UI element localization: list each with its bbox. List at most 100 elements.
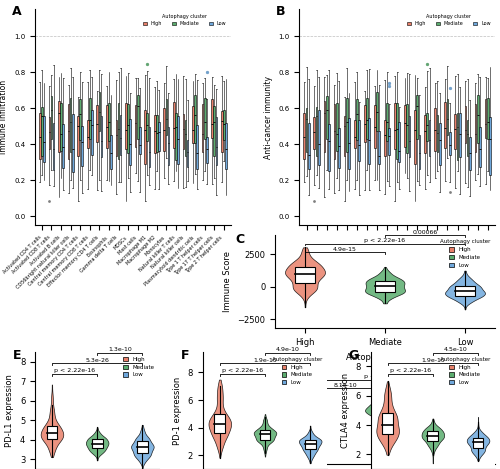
PathPatch shape — [398, 122, 400, 162]
PathPatch shape — [192, 106, 194, 144]
Text: p < 2.22e-16: p < 2.22e-16 — [390, 369, 431, 373]
Point — [385, 82, 393, 90]
PathPatch shape — [484, 99, 486, 138]
PathPatch shape — [118, 103, 120, 159]
Legend: High, Mediate, Low: High, Mediate, Low — [438, 237, 492, 270]
PathPatch shape — [164, 108, 165, 151]
PathPatch shape — [82, 127, 83, 166]
PathPatch shape — [223, 110, 224, 140]
PathPatch shape — [384, 120, 386, 156]
PathPatch shape — [434, 108, 436, 151]
PathPatch shape — [216, 117, 217, 166]
PathPatch shape — [206, 137, 208, 163]
PathPatch shape — [348, 119, 350, 168]
FancyBboxPatch shape — [137, 441, 148, 454]
PathPatch shape — [89, 98, 90, 139]
PathPatch shape — [394, 103, 396, 149]
Text: p < 2.22e-16: p < 2.22e-16 — [54, 369, 95, 373]
PathPatch shape — [106, 105, 108, 148]
Text: G: G — [348, 349, 358, 363]
FancyBboxPatch shape — [296, 416, 314, 440]
PathPatch shape — [48, 117, 50, 150]
PathPatch shape — [408, 116, 410, 158]
PathPatch shape — [50, 96, 52, 139]
PathPatch shape — [182, 113, 184, 149]
PathPatch shape — [356, 99, 358, 140]
PathPatch shape — [62, 124, 64, 167]
PathPatch shape — [466, 121, 468, 156]
PathPatch shape — [306, 108, 308, 151]
PathPatch shape — [454, 113, 456, 149]
PathPatch shape — [328, 124, 330, 171]
Text: 1.9e-10: 1.9e-10 — [421, 358, 444, 363]
PathPatch shape — [134, 105, 136, 147]
FancyBboxPatch shape — [382, 413, 393, 434]
PathPatch shape — [338, 128, 340, 168]
FancyBboxPatch shape — [296, 266, 314, 283]
Point — [386, 79, 394, 86]
PathPatch shape — [68, 104, 70, 159]
PathPatch shape — [489, 117, 491, 174]
PathPatch shape — [43, 116, 45, 162]
PathPatch shape — [318, 110, 320, 165]
FancyBboxPatch shape — [260, 431, 270, 439]
PathPatch shape — [487, 98, 488, 139]
PathPatch shape — [316, 106, 318, 156]
PathPatch shape — [60, 103, 62, 151]
PathPatch shape — [177, 116, 179, 164]
X-axis label: Autophagy cluster: Autophagy cluster — [346, 353, 424, 362]
PathPatch shape — [364, 105, 366, 142]
PathPatch shape — [175, 113, 177, 160]
FancyBboxPatch shape — [214, 415, 225, 433]
PathPatch shape — [477, 96, 478, 143]
Legend: High, Mediate, Low: High, Mediate, Low — [121, 355, 156, 380]
PathPatch shape — [469, 137, 470, 170]
Legend: High, Mediate, Low: High, Mediate, Low — [438, 373, 492, 406]
PathPatch shape — [314, 117, 315, 150]
PathPatch shape — [41, 106, 42, 156]
PathPatch shape — [214, 106, 215, 156]
PathPatch shape — [196, 125, 198, 169]
Text: 4.9e-10: 4.9e-10 — [276, 348, 299, 352]
PathPatch shape — [154, 115, 156, 152]
PathPatch shape — [474, 105, 476, 152]
PathPatch shape — [358, 120, 360, 161]
Legend: High, Mediate, Low: High, Mediate, Low — [405, 12, 492, 28]
FancyBboxPatch shape — [46, 425, 58, 439]
PathPatch shape — [204, 98, 206, 139]
Point — [144, 61, 152, 68]
FancyBboxPatch shape — [456, 404, 474, 413]
PathPatch shape — [404, 105, 406, 147]
Legend: High, Mediate, Low: High, Mediate, Low — [438, 355, 492, 387]
PathPatch shape — [156, 115, 158, 152]
PathPatch shape — [334, 104, 336, 159]
PathPatch shape — [194, 96, 196, 143]
Text: F: F — [180, 349, 189, 363]
Text: C: C — [236, 233, 244, 246]
PathPatch shape — [449, 132, 450, 155]
PathPatch shape — [80, 99, 81, 140]
Point — [446, 84, 454, 92]
Text: 1.3e-10: 1.3e-10 — [108, 348, 132, 352]
PathPatch shape — [108, 103, 110, 141]
Text: 8.1e-10: 8.1e-10 — [333, 383, 357, 388]
PathPatch shape — [39, 113, 40, 159]
PathPatch shape — [416, 95, 418, 139]
PathPatch shape — [444, 102, 446, 148]
PathPatch shape — [464, 106, 466, 144]
PathPatch shape — [376, 91, 378, 130]
Y-axis label: PD-1 expression: PD-1 expression — [173, 376, 182, 445]
Y-axis label: Tumor Purity: Tumor Purity — [232, 391, 241, 444]
Text: A: A — [12, 5, 21, 18]
FancyBboxPatch shape — [376, 281, 394, 292]
PathPatch shape — [212, 99, 213, 138]
Text: 4.5e-10: 4.5e-10 — [444, 348, 468, 352]
PathPatch shape — [428, 120, 430, 156]
PathPatch shape — [110, 136, 112, 169]
PathPatch shape — [202, 105, 203, 152]
Y-axis label: CTLA4 expression: CTLA4 expression — [341, 373, 350, 448]
PathPatch shape — [388, 128, 390, 155]
Text: 1.9e-10: 1.9e-10 — [253, 358, 277, 363]
FancyBboxPatch shape — [472, 438, 484, 448]
PathPatch shape — [324, 101, 326, 152]
